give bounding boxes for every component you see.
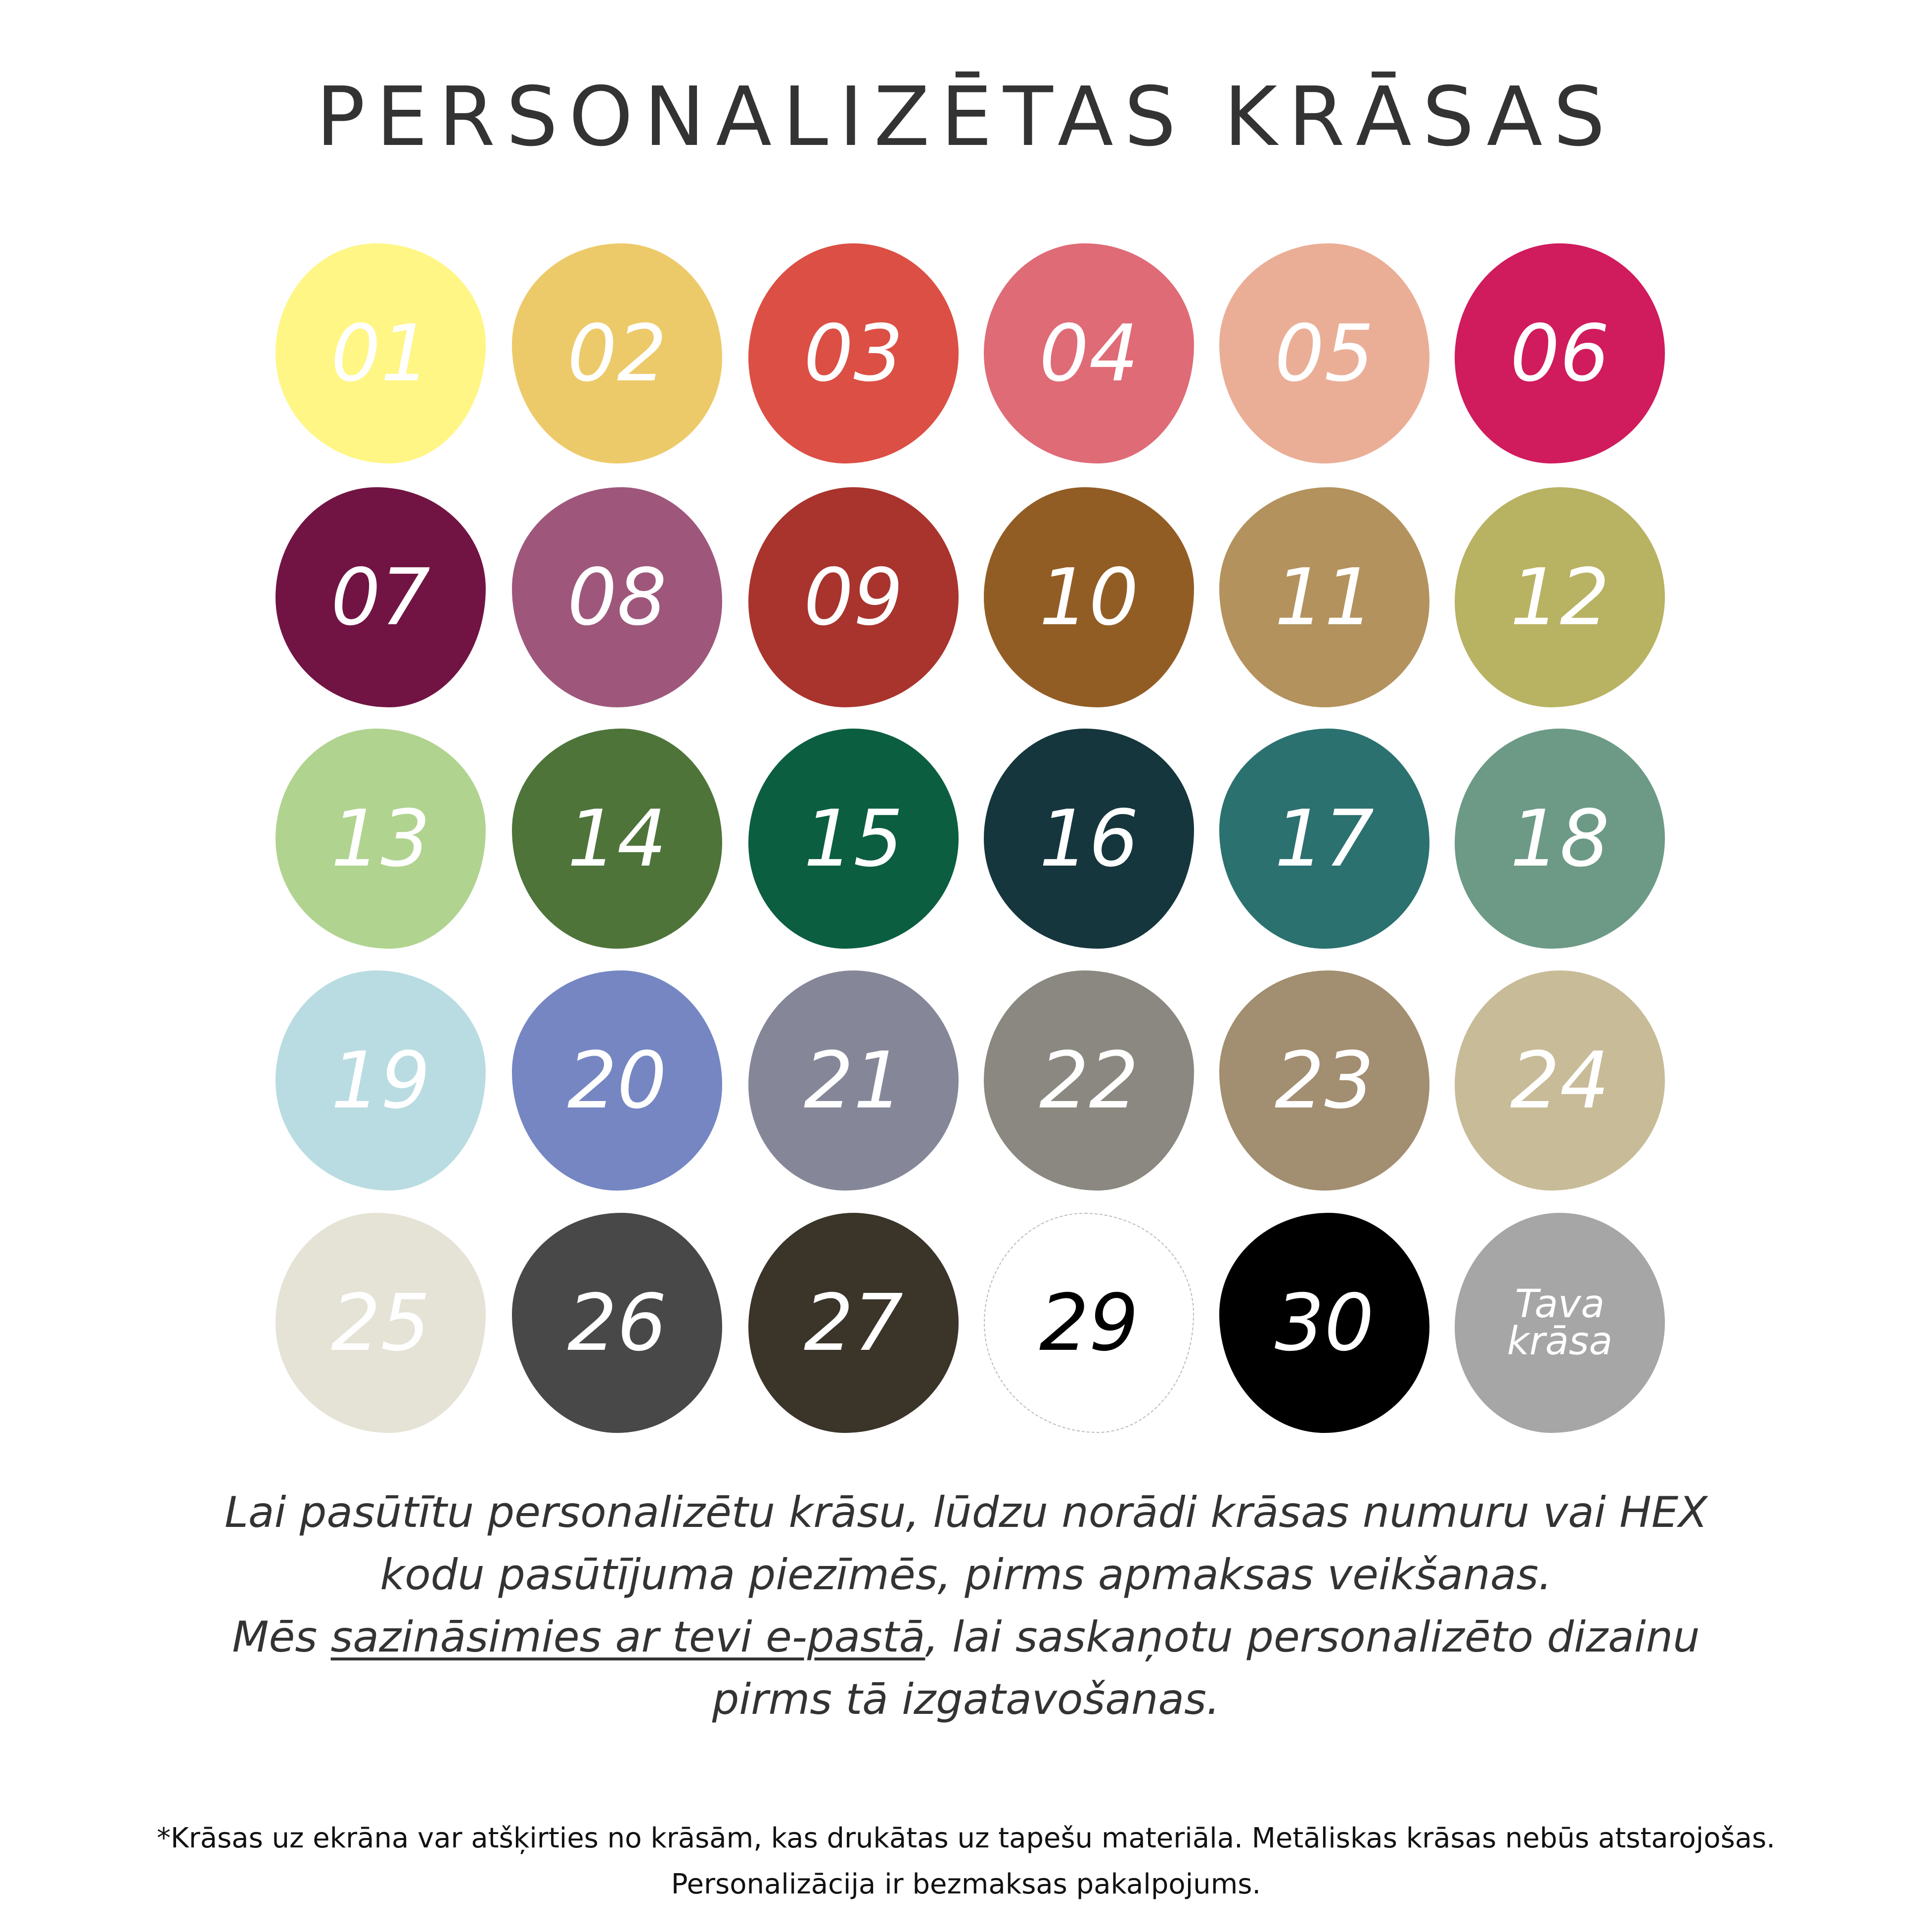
color-swatch[interactable]: 03 xyxy=(748,243,959,463)
swatch-label: 13 xyxy=(330,793,431,884)
swatch-label: 17 xyxy=(1274,793,1375,884)
color-swatch[interactable]: 14 xyxy=(512,729,722,949)
color-swatch[interactable]: 23 xyxy=(1219,970,1429,1191)
swatch-label: 19 xyxy=(330,1035,431,1126)
swatch-label: 16 xyxy=(1039,793,1139,884)
swatch-label: 21 xyxy=(803,1035,904,1126)
swatch-label: Tava krāsa xyxy=(1507,1282,1613,1364)
instructions-line: pirms tā izgatavošanas. xyxy=(712,1675,1220,1724)
footnote-line: *Krāsas uz ekrāna var atšķirties no krās… xyxy=(157,1822,1775,1854)
swatch-label: 04 xyxy=(1039,308,1139,399)
footnote: *Krāsas uz ekrāna var atšķirties no krās… xyxy=(0,1815,1932,1907)
swatch-label: 09 xyxy=(803,552,904,643)
color-swatch[interactable]: 19 xyxy=(276,970,486,1191)
color-swatch[interactable]: 08 xyxy=(512,487,722,707)
page-title: PERSONALIZĒTAS KRĀSAS xyxy=(316,69,1616,164)
swatch-label: 18 xyxy=(1510,793,1610,884)
swatch-label: 03 xyxy=(803,308,904,399)
color-swatch[interactable]: 15 xyxy=(748,729,959,949)
swatch-label: 14 xyxy=(567,793,667,884)
swatch-label: 29 xyxy=(1039,1277,1139,1369)
color-swatch[interactable]: 29 xyxy=(984,1213,1194,1433)
swatch-label: 02 xyxy=(567,308,667,399)
color-swatch[interactable]: 25 xyxy=(276,1213,486,1433)
color-swatch[interactable]: 30 xyxy=(1219,1213,1429,1433)
color-swatch[interactable]: 01 xyxy=(276,243,486,463)
swatch-label: 10 xyxy=(1039,552,1139,643)
swatch-label: 15 xyxy=(803,793,904,884)
swatch-label: 05 xyxy=(1274,308,1375,399)
instructions-line: kodu pasūtījuma piezīmēs, pirms apmaksas… xyxy=(380,1550,1552,1600)
color-swatch[interactable]: 07 xyxy=(276,487,486,707)
swatch-label: 12 xyxy=(1510,552,1610,643)
color-swatch[interactable]: 22 xyxy=(984,970,1194,1191)
color-swatch[interactable]: 17 xyxy=(1219,729,1429,949)
swatch-label: 07 xyxy=(330,552,431,643)
order-instructions: Lai pasūtītu personalizētu krāsu, lūdzu … xyxy=(0,1481,1932,1731)
color-swatch[interactable]: 04 xyxy=(984,243,1194,463)
color-swatch[interactable]: 16 xyxy=(984,729,1194,949)
color-swatch[interactable]: 20 xyxy=(512,970,722,1191)
color-swatch[interactable]: 21 xyxy=(748,970,959,1191)
swatch-label: 20 xyxy=(567,1035,667,1126)
swatch-label: 26 xyxy=(567,1277,667,1369)
swatch-label: 24 xyxy=(1510,1035,1610,1126)
color-swatch[interactable]: 11 xyxy=(1219,487,1429,707)
swatch-label: 01 xyxy=(330,308,431,399)
color-swatch[interactable]: 12 xyxy=(1455,487,1665,707)
instructions-line: Lai pasūtītu personalizētu krāsu, lūdzu … xyxy=(224,1488,1708,1537)
color-swatch[interactable]: 10 xyxy=(984,487,1194,707)
email-contact-link[interactable]: sazināsimies ar tevi e-pastā xyxy=(330,1612,925,1662)
instructions-line: Mēs sazināsimies ar tevi e-pastā, lai sa… xyxy=(0,1606,1932,1668)
color-swatch[interactable]: 26 xyxy=(512,1213,722,1433)
color-swatch[interactable]: 24 xyxy=(1455,970,1665,1191)
swatch-label: 23 xyxy=(1274,1035,1375,1126)
footnote-line: Personalizācija ir bezmaksas pakalpojums… xyxy=(671,1868,1261,1900)
swatch-label: 30 xyxy=(1274,1277,1375,1369)
color-swatch[interactable]: 18 xyxy=(1455,729,1665,949)
color-swatch-grid: 01 02 03 04 05 06 07 08 09 10 11 12 13 14 15 16 17 18 19 20… xyxy=(276,243,1665,1433)
swatch-label: 06 xyxy=(1510,308,1610,399)
swatch-label: 22 xyxy=(1039,1035,1139,1126)
swatch-label: 27 xyxy=(803,1277,904,1369)
swatch-label: 25 xyxy=(330,1277,431,1369)
color-swatch[interactable]: 05 xyxy=(1219,243,1429,463)
swatch-label: 11 xyxy=(1274,552,1375,643)
color-swatch[interactable]: 09 xyxy=(748,487,959,707)
color-swatch[interactable]: 02 xyxy=(512,243,722,463)
instructions-text: Mēs xyxy=(232,1612,331,1662)
color-swatch[interactable]: 13 xyxy=(276,729,486,949)
color-swatch[interactable]: 27 xyxy=(748,1213,959,1433)
color-swatch[interactable]: 06 xyxy=(1455,243,1665,463)
swatch-label: 08 xyxy=(567,552,667,643)
instructions-text: , lai saskaņotu personalizēto dizainu xyxy=(925,1612,1700,1662)
color-swatch[interactable]: Tava krāsa xyxy=(1455,1213,1665,1433)
